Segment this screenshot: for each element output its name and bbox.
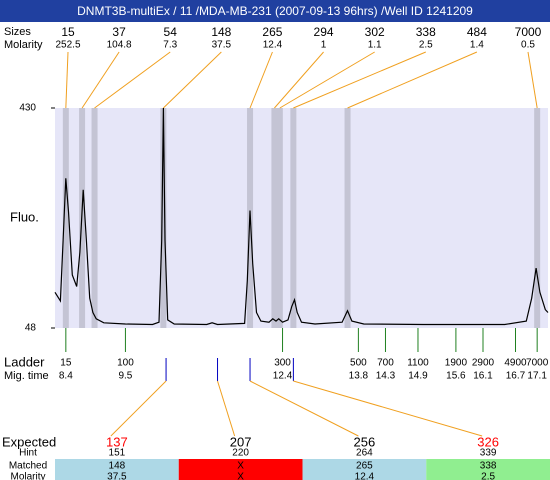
matched-cell — [178, 459, 303, 480]
peak-band — [290, 108, 297, 328]
hint-connector — [293, 380, 483, 437]
peak-connector — [279, 51, 375, 109]
peak-size: 302 — [365, 25, 385, 39]
peak-band — [160, 108, 167, 328]
ladder-size: 500 — [350, 358, 367, 369]
mig-time-label: Mig. time — [4, 370, 49, 382]
matched-molarity: X — [237, 472, 244, 480]
hint-size: 151 — [109, 448, 126, 459]
title-bar — [0, 0, 550, 22]
hint-connector — [249, 380, 359, 437]
peak-molarity: 252.5 — [55, 40, 80, 51]
y-axis-label: Fluo. — [10, 209, 39, 224]
peak-band — [534, 108, 541, 328]
peak-molarity: 12.4 — [263, 40, 283, 51]
peak-size: 338 — [416, 25, 436, 39]
hint-size: 220 — [232, 448, 249, 459]
sizes-label: Sizes — [4, 26, 31, 38]
hint-connector — [110, 380, 167, 437]
ladder-size: 7000 — [526, 358, 549, 369]
ladder-time: 16.1 — [473, 371, 493, 382]
matched-cell — [55, 459, 179, 480]
peak-molarity: 37.5 — [212, 40, 232, 51]
ladder-size: 100 — [117, 358, 134, 369]
peak-size: 15 — [61, 25, 75, 39]
peak-band — [91, 108, 98, 328]
peak-molarity: 104.8 — [107, 40, 132, 51]
matched-cell — [426, 459, 550, 480]
peak-connector — [163, 51, 222, 109]
hint-size: 264 — [356, 448, 373, 459]
matched-size: 148 — [109, 461, 126, 472]
ladder-time: 16.7 — [506, 371, 526, 382]
ladder-time: 13.8 — [349, 371, 369, 382]
ladder-time: 12.4 — [273, 371, 293, 382]
matched-size: 265 — [356, 461, 373, 472]
expected-size: 207 — [230, 434, 252, 449]
ladder-time: 15.6 — [446, 371, 466, 382]
peak-band — [271, 108, 278, 328]
expected-size: 326 — [477, 434, 499, 449]
peak-band — [344, 108, 351, 328]
plot-area — [55, 108, 548, 328]
peak-connector — [293, 51, 426, 109]
peak-connector — [81, 51, 120, 109]
peak-connector — [65, 51, 69, 109]
y-tick-label: 430 — [19, 103, 36, 114]
molarity-label: Molarity — [4, 39, 43, 51]
ladder-time: 17.1 — [527, 371, 547, 382]
y-tick-label: 48 — [25, 323, 37, 334]
peak-size: 265 — [262, 25, 282, 39]
ladder-time: 9.5 — [118, 371, 132, 382]
peak-molarity: 1.4 — [470, 40, 484, 51]
peak-size: 37 — [112, 25, 126, 39]
ladder-time: 14.3 — [376, 371, 396, 382]
peak-size: 484 — [467, 25, 487, 39]
expected-size: 137 — [106, 434, 128, 449]
chart-title: DNMT3B-multiEx / 11 /MDA-MB-231 (2007-09… — [77, 4, 473, 18]
peak-connector — [527, 51, 538, 109]
peak-connector — [347, 51, 478, 109]
row-label: Expected — [2, 434, 56, 449]
hint-connector — [217, 380, 236, 437]
peak-connector — [274, 51, 324, 109]
hint-size: 339 — [480, 448, 497, 459]
ladder-size: 2900 — [472, 358, 495, 369]
ladder-size: 300 — [274, 358, 291, 369]
row-label: Hint — [19, 448, 37, 459]
matched-molarity: 2.5 — [481, 472, 495, 480]
peak-molarity: 7.3 — [163, 40, 177, 51]
ladder-size: 4900 — [504, 358, 527, 369]
peak-connector — [94, 51, 171, 109]
peak-band — [62, 108, 69, 328]
peak-molarity: 2.5 — [419, 40, 433, 51]
peak-molarity: 1 — [321, 40, 327, 51]
row-label: Molarity — [10, 472, 45, 480]
peak-size: 294 — [314, 25, 334, 39]
ladder-label: Ladder — [4, 354, 45, 369]
peak-band — [276, 108, 283, 328]
peak-size: 7000 — [515, 25, 542, 39]
ladder-time: 8.4 — [59, 371, 73, 382]
ladder-size: 700 — [377, 358, 394, 369]
ladder-size: 1900 — [445, 358, 468, 369]
expected-size: 256 — [354, 434, 376, 449]
matched-molarity: 37.5 — [107, 472, 127, 480]
trace — [54, 107, 549, 326]
matched-molarity: 12.4 — [355, 472, 375, 480]
ladder-size: 1100 — [407, 358, 429, 369]
peak-size: 54 — [164, 25, 178, 39]
matched-size: X — [237, 461, 244, 472]
matched-size: 338 — [480, 461, 497, 472]
peak-connector — [249, 51, 273, 109]
peak-molarity: 1.1 — [368, 40, 382, 51]
ladder-size: 15 — [60, 358, 72, 369]
peak-molarity: 0.5 — [521, 40, 535, 51]
peak-size: 148 — [211, 25, 231, 39]
matched-cell — [302, 459, 427, 480]
ladder-time: 14.9 — [408, 371, 428, 382]
row-label: Matched — [9, 461, 47, 472]
